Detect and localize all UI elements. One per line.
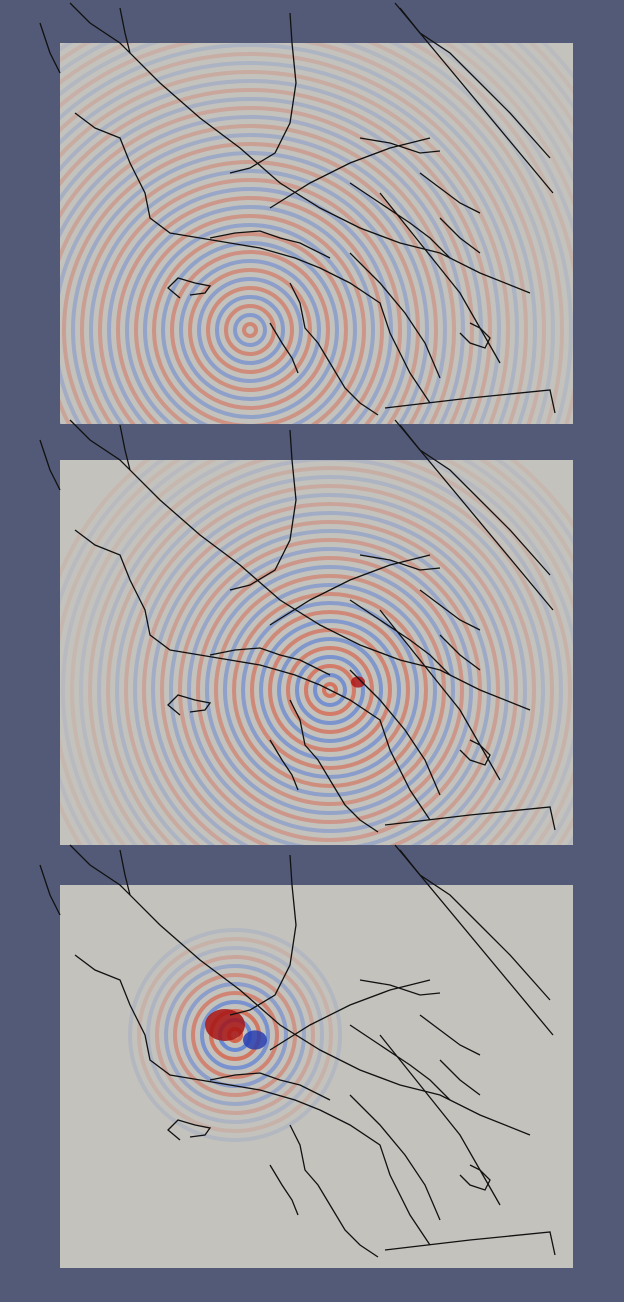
wave-ring bbox=[169, 249, 331, 411]
wave-ring bbox=[60, 61, 519, 424]
wave-source bbox=[205, 1009, 245, 1041]
panel bbox=[60, 43, 573, 424]
wave-ring bbox=[133, 493, 527, 845]
wave-ring bbox=[89, 169, 411, 424]
wave-ring bbox=[106, 466, 554, 845]
wave-ring bbox=[97, 460, 563, 845]
wave-ring bbox=[60, 133, 447, 424]
wave-ring bbox=[214, 294, 286, 366]
wave-ring bbox=[60, 106, 474, 424]
wave-ring bbox=[60, 43, 555, 424]
wavefield bbox=[60, 460, 573, 845]
wave-ring bbox=[232, 312, 268, 348]
wave-ring bbox=[199, 999, 271, 1071]
wave-ring bbox=[61, 460, 573, 845]
wave-ring bbox=[127, 927, 343, 1143]
wave-ring bbox=[60, 43, 546, 424]
wave-ring bbox=[62, 142, 438, 424]
wave-ring bbox=[134, 214, 366, 424]
wave-ring bbox=[196, 276, 304, 384]
wave-ring bbox=[143, 223, 357, 424]
wave-ring bbox=[60, 79, 501, 424]
wave-ring bbox=[125, 205, 375, 424]
wave-ring bbox=[163, 963, 307, 1107]
wave-ring bbox=[258, 618, 402, 762]
wave-ring bbox=[285, 645, 375, 735]
wave-ring bbox=[71, 151, 429, 424]
wavefield bbox=[127, 927, 343, 1143]
wave-ring bbox=[294, 654, 366, 726]
wave-ring bbox=[187, 267, 313, 393]
wave-ring bbox=[154, 954, 316, 1116]
wave-ring bbox=[178, 258, 322, 402]
wave-ring bbox=[152, 232, 348, 424]
wave-ring bbox=[231, 591, 429, 789]
wave-ring bbox=[60, 43, 564, 424]
wave-ring bbox=[241, 321, 259, 339]
wave-ring bbox=[204, 564, 456, 816]
wave-ring bbox=[116, 196, 384, 424]
wave-ring bbox=[98, 178, 402, 424]
wave-ring bbox=[160, 240, 340, 420]
wave-ring bbox=[186, 546, 474, 834]
wave-ring bbox=[60, 52, 528, 424]
wave-ring bbox=[240, 600, 420, 780]
wave-ring bbox=[80, 160, 420, 424]
wave-ring bbox=[160, 520, 500, 845]
wave-ring bbox=[249, 609, 411, 771]
wave-ring bbox=[60, 115, 465, 424]
wave-ring bbox=[142, 502, 518, 845]
wave-ring bbox=[169, 529, 491, 845]
wave-ring bbox=[222, 582, 438, 798]
wave-ring bbox=[303, 663, 357, 717]
wave-ring bbox=[321, 681, 339, 699]
wave-ring bbox=[107, 187, 393, 424]
wave-ring bbox=[60, 43, 537, 424]
wave-ring bbox=[60, 124, 456, 424]
wave-ring bbox=[88, 460, 572, 845]
wave-ring bbox=[79, 460, 573, 845]
wave-ring bbox=[60, 88, 492, 424]
wave-ring bbox=[276, 636, 384, 744]
wave-ring bbox=[205, 285, 295, 375]
wave-ring bbox=[60, 43, 573, 424]
wave-ring bbox=[60, 70, 510, 424]
panel bbox=[60, 885, 573, 1268]
wave-ring bbox=[70, 460, 573, 845]
panel bbox=[60, 460, 573, 845]
wave-ring bbox=[136, 936, 334, 1134]
wave-ring bbox=[145, 945, 325, 1125]
wavefield bbox=[60, 43, 573, 424]
wave-ring bbox=[195, 555, 465, 825]
wave-ring bbox=[151, 511, 509, 845]
wave-source bbox=[351, 676, 365, 688]
wave-ring bbox=[124, 484, 536, 845]
wave-source bbox=[243, 1030, 267, 1050]
wave-ring bbox=[115, 475, 545, 845]
wave-ring bbox=[190, 990, 280, 1080]
